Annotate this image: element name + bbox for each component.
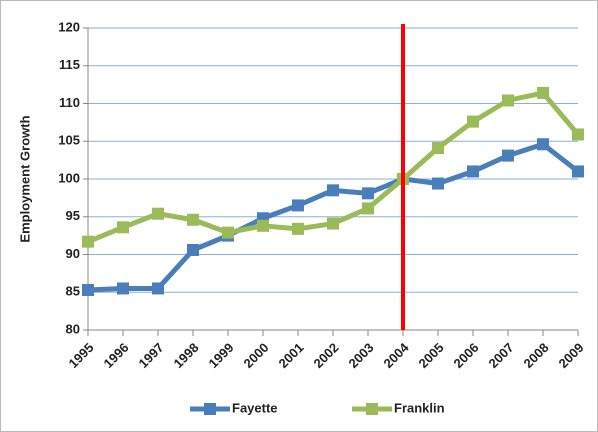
- y-tick-label: 85: [66, 284, 80, 299]
- marker: [502, 149, 514, 162]
- marker: [117, 282, 129, 295]
- y-tick-label: 120: [58, 19, 80, 34]
- y-tick-label: 100: [58, 170, 80, 185]
- y-axis-label: Employment Growth: [17, 115, 32, 242]
- marker: [467, 115, 479, 128]
- marker: [537, 138, 549, 151]
- marker: [257, 219, 269, 232]
- marker: [187, 213, 199, 226]
- legend-label: Franklin: [394, 400, 445, 415]
- marker: [467, 165, 479, 178]
- marker: [572, 128, 584, 141]
- marker: [362, 187, 374, 200]
- marker: [152, 207, 164, 220]
- y-tick-label: 90: [66, 246, 80, 261]
- y-tick-label: 115: [59, 57, 80, 72]
- marker: [292, 222, 304, 235]
- marker: [82, 235, 94, 248]
- marker: [327, 217, 339, 230]
- legend-label: Fayette: [232, 400, 278, 415]
- y-tick-label: 95: [66, 208, 80, 223]
- marker: [572, 165, 584, 178]
- marker: [362, 202, 374, 215]
- legend-marker: [366, 403, 378, 415]
- marker: [152, 282, 164, 295]
- marker: [537, 86, 549, 99]
- marker: [502, 94, 514, 107]
- y-tick-label: 110: [59, 95, 80, 110]
- marker: [82, 283, 94, 296]
- marker: [432, 177, 444, 190]
- y-tick-label: 105: [58, 133, 80, 148]
- marker: [292, 199, 304, 212]
- marker: [432, 142, 444, 155]
- y-tick-label: 80: [66, 321, 80, 336]
- marker: [222, 226, 234, 239]
- legend-marker: [204, 403, 216, 415]
- marker: [327, 184, 339, 197]
- marker: [117, 221, 129, 234]
- marker: [187, 243, 199, 256]
